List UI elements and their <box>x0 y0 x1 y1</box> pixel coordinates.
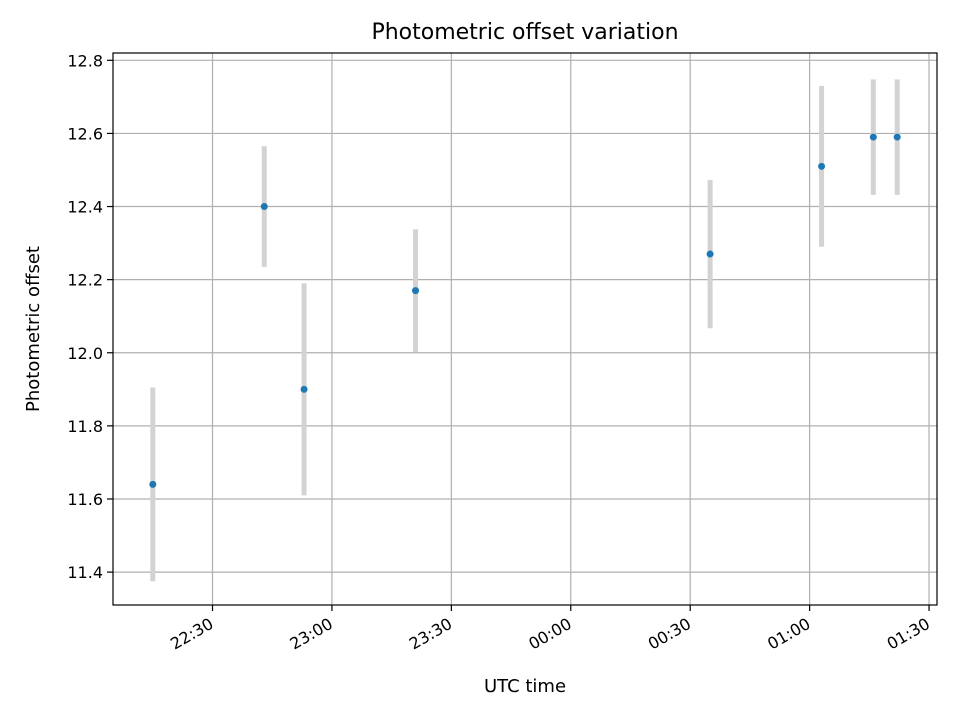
data-point <box>706 250 714 258</box>
error-bars <box>150 79 900 582</box>
data-point <box>412 287 420 295</box>
x-tick-label: 00:30 <box>645 614 694 654</box>
y-axis-label: Photometric offset <box>23 246 44 412</box>
x-axis-ticks: 22:30 23:00 23:30 00:00 00:30 01:00 01:30 <box>167 605 933 654</box>
y-tick-label: 12.0 <box>67 344 103 363</box>
y-tick-label: 11.6 <box>67 490 103 509</box>
data-point <box>149 480 157 488</box>
x-tick-label: 22:30 <box>167 614 216 654</box>
plot-area-frame <box>112 52 938 606</box>
data-point <box>869 133 877 141</box>
y-tick-label: 12.4 <box>67 198 103 217</box>
y-tick-label: 11.4 <box>67 563 103 582</box>
x-tick-label: 23:30 <box>406 614 455 654</box>
y-axis-ticks: 11.4 11.6 11.8 12.0 12.2 12.4 12.6 12.8 <box>67 51 113 582</box>
data-points <box>149 133 901 488</box>
y-tick-label: 11.8 <box>67 417 103 436</box>
x-tick-label: 23:00 <box>287 614 336 654</box>
grid-lines <box>113 53 937 605</box>
data-point <box>818 162 826 170</box>
data-point <box>260 203 268 211</box>
data-point <box>893 133 901 141</box>
data-point <box>300 385 308 393</box>
x-tick-label: 01:30 <box>884 614 933 654</box>
y-tick-label: 12.6 <box>67 124 103 143</box>
y-tick-label: 12.2 <box>67 271 103 290</box>
chart-title: Photometric offset variation <box>371 20 678 45</box>
x-tick-label: 01:00 <box>764 614 813 654</box>
x-tick-label: 00:00 <box>525 614 574 654</box>
x-axis-label: UTC time <box>484 676 566 697</box>
y-tick-label: 12.8 <box>67 51 103 70</box>
